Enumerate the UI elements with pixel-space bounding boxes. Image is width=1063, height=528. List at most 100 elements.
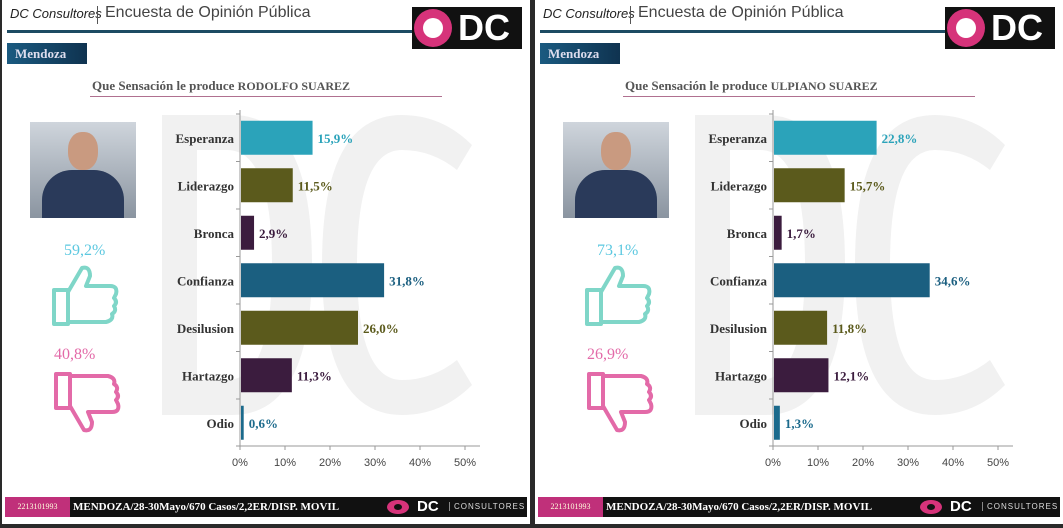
question-title: Que Sensación le produce ULPIANO SUAREZ (625, 78, 878, 94)
bar-odio (774, 405, 780, 440)
candidate-name: ULPIANO SUAREZ (770, 79, 878, 93)
question-text: Que Sensación le produce (625, 78, 768, 93)
candidate-name: RODOLFO SUAREZ (237, 79, 351, 93)
bar-chart: 0% 10% 20% 30% 40% 50% Esperanza 15,9% Liderazgo… (176, 110, 480, 469)
footer-logo-dc: DC (417, 498, 439, 515)
positive-percent: 73,1% (597, 242, 639, 259)
footer-bar: 2213101993 MENDOZA/28-30Mayo/670 Casos/2… (538, 497, 1060, 517)
brand-name: DC Consultores (543, 6, 635, 21)
bar-esperanza (774, 120, 877, 155)
header-line (540, 30, 945, 33)
x-tick-label: 30% (364, 457, 386, 469)
category-label: Hartazgo (182, 368, 234, 383)
dc-logo: DC (412, 7, 522, 49)
data-label: 15,9% (318, 131, 354, 146)
category-label: Hartazgo (715, 368, 767, 383)
region-badge: Mendoza (540, 43, 620, 64)
footer-phone: 2213101993 (5, 497, 70, 517)
category-label: Odio (207, 416, 234, 431)
bar-bronca (241, 215, 255, 250)
bar-chart: 0% 10% 20% 30% 40% 50% Esperanza 22,8% Liderazgo… (709, 110, 1013, 469)
bar-bronca (774, 215, 782, 250)
survey-title: Encuesta de Opinión Pública (638, 4, 844, 21)
x-tick-label: 40% (942, 457, 964, 469)
candidate-photo (563, 122, 669, 218)
x-tick-label: 50% (987, 457, 1009, 469)
data-label: 11,5% (298, 178, 333, 193)
bar-esperanza (241, 120, 313, 155)
footer-logo-dc: DC (950, 498, 972, 515)
footer-logo-ring (387, 500, 409, 514)
data-label: 26,0% (363, 321, 399, 336)
category-label: Desilusion (710, 321, 768, 336)
footer-logo-ring (920, 500, 942, 514)
x-tick-label: 50% (454, 457, 476, 469)
question-text: Que Sensación le produce (92, 78, 235, 93)
x-tick-label: 40% (409, 457, 431, 469)
bar-odio (241, 405, 244, 440)
data-label: 11,8% (832, 321, 867, 336)
data-label: 34,6% (935, 273, 971, 288)
footer-phone: 2213101993 (538, 497, 603, 517)
x-tick-label: 0% (765, 457, 781, 469)
divider (630, 6, 631, 24)
bar-liderazgo (774, 168, 845, 203)
category-label: Confianza (710, 273, 768, 288)
x-tick-label: 20% (319, 457, 341, 469)
data-label: 1,3% (785, 416, 814, 431)
footer-logo-consultores: CONSULTORES (449, 502, 525, 511)
title-underline (90, 96, 442, 97)
panel-ulpiano-suarez: DC Consultores Encuesta de Opinión Públi… (535, 0, 1063, 524)
category-label: Liderazgo (178, 178, 234, 193)
thumbs-up-icon (52, 265, 119, 326)
category-label: Bronca (727, 226, 768, 241)
thumbs-down-icon (54, 372, 121, 433)
bar-hartazgo (241, 358, 292, 393)
data-label: 31,8% (389, 273, 425, 288)
bar-liderazgo (241, 168, 293, 203)
data-label: 15,7% (850, 178, 886, 193)
bar-desilusion (241, 310, 358, 345)
negative-percent: 40,8% (54, 346, 96, 363)
x-tick-label: 30% (897, 457, 919, 469)
footer-info: MENDOZA/28-30Mayo/670 Casos/2,2ER/DISP. … (606, 501, 873, 513)
data-label: 22,8% (882, 131, 918, 146)
positive-percent: 59,2% (64, 242, 106, 259)
bar-desilusion (774, 310, 828, 345)
title-underline (623, 96, 975, 97)
x-tick-label: 10% (274, 457, 296, 469)
thumbs-down-icon (587, 372, 654, 433)
category-label: Bronca (194, 226, 235, 241)
brand-name: DC Consultores (10, 6, 102, 21)
survey-title: Encuesta de Opinión Pública (105, 4, 311, 21)
category-label: Confianza (177, 273, 235, 288)
data-label: 11,3% (297, 368, 332, 383)
footer-info: MENDOZA/28-30Mayo/670 Casos/2,2ER/DISP. … (73, 501, 340, 513)
panel-rodolfo-suarez: DC Consultores Encuesta de Opinión Públi… (2, 0, 530, 524)
x-tick-label: 10% (807, 457, 829, 469)
footer-logo-consultores: CONSULTORES (982, 502, 1058, 511)
bar-confianza (774, 263, 930, 298)
data-label: 2,9% (259, 226, 288, 241)
category-label: Esperanza (709, 131, 768, 146)
thumbs-up-icon (585, 265, 652, 326)
category-label: Esperanza (176, 131, 235, 146)
x-tick-label: 20% (852, 457, 874, 469)
candidate-photo (30, 122, 136, 218)
region-badge: Mendoza (7, 43, 87, 64)
category-label: Odio (740, 416, 767, 431)
footer-bar: 2213101993 MENDOZA/28-30Mayo/670 Casos/2… (5, 497, 527, 517)
header-line (7, 30, 412, 33)
bar-confianza (241, 263, 385, 298)
negative-percent: 26,9% (587, 346, 629, 363)
data-label: 12,1% (833, 368, 869, 383)
question-title: Que Sensación le produce RODOLFO SUAREZ (92, 78, 350, 94)
data-label: 1,7% (787, 226, 816, 241)
dc-logo: DC (945, 7, 1055, 49)
x-tick-label: 0% (232, 457, 248, 469)
category-label: Liderazgo (711, 178, 767, 193)
divider (97, 6, 98, 24)
category-label: Desilusion (177, 321, 235, 336)
bar-hartazgo (774, 358, 829, 393)
data-label: 0,6% (249, 416, 278, 431)
